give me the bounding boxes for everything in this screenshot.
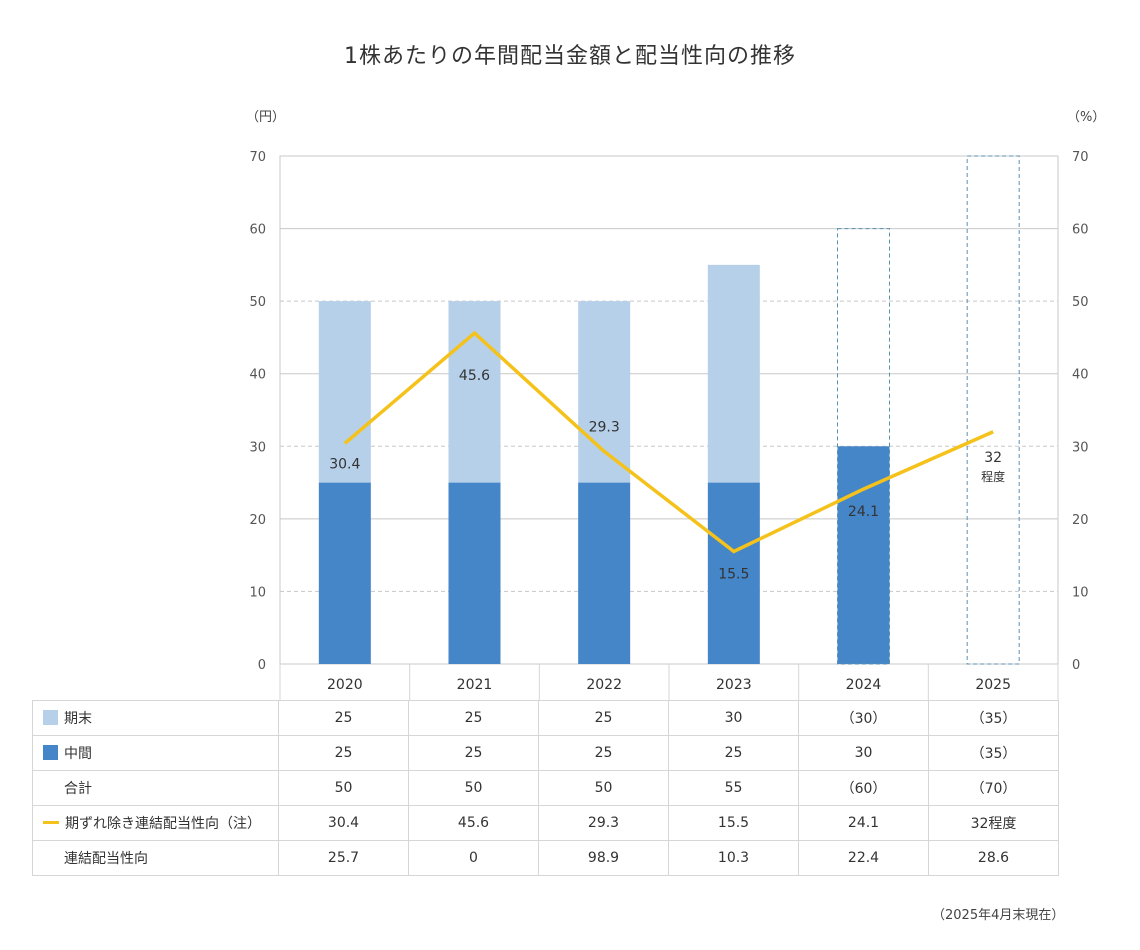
data-table: 期末 25 25 25 30 （30） （35） 中間 25 25 25 25 30 （35） 合計 50 50… xyxy=(32,700,1059,876)
table-cell: 10.3 xyxy=(668,840,799,876)
bar-interim-2022 xyxy=(578,482,631,664)
right-tick-30: 30 xyxy=(1072,440,1089,455)
legend-swatch-none xyxy=(43,780,58,795)
table-cell: 98.9 xyxy=(538,840,669,876)
table-cell: 55 xyxy=(668,770,799,806)
table-row: 中間 25 25 25 25 30 （35） xyxy=(32,735,1059,771)
table-cell: 25 xyxy=(538,700,669,736)
legend-swatch-dark xyxy=(43,745,58,760)
table-cell: 25.7 xyxy=(278,840,409,876)
row-label: 連結配当性向 xyxy=(64,851,148,867)
chart-title: 1株あたりの年間配当金額と配当性向の推移 xyxy=(344,44,796,69)
bar-interim-2024 xyxy=(837,446,890,664)
legend-swatch-line xyxy=(43,821,59,824)
right-tick-0: 0 xyxy=(1072,658,1080,673)
table-cell: 25 xyxy=(408,735,539,771)
table-cell: 28.6 xyxy=(928,840,1059,876)
bar-interim-2023 xyxy=(707,482,760,664)
table-cell: 30 xyxy=(798,735,929,771)
bar-interim-2020 xyxy=(318,482,371,664)
left-tick-40: 40 xyxy=(249,368,266,383)
row-label-cell: 期末 xyxy=(32,700,279,736)
x-label-2023: 2023 xyxy=(716,677,752,693)
row-label: 期末 xyxy=(64,711,92,727)
bar-forecast-2024 xyxy=(837,228,890,665)
bar-period-end-2020 xyxy=(318,301,371,483)
line-label-2024: 24.1 xyxy=(848,504,879,520)
table-cell: 30.4 xyxy=(278,805,409,841)
table-cell: 0 xyxy=(408,840,539,876)
plot-frame xyxy=(279,155,1059,665)
table-cell: 22.4 xyxy=(798,840,929,876)
row-label-cell: 期ずれ除き連結配当性向（注） xyxy=(32,805,279,841)
right-axis-unit: （%） xyxy=(1067,110,1106,125)
table-cell: 15.5 xyxy=(668,805,799,841)
bar-interim-2021 xyxy=(448,482,501,664)
right-tick-60: 60 xyxy=(1072,223,1089,238)
x-label-2021: 2021 xyxy=(457,677,493,693)
row-label: 合計 xyxy=(64,781,92,797)
table-row: 連結配当性向 25.7 0 98.9 10.3 22.4 28.6 xyxy=(32,840,1059,876)
table-cell: 45.6 xyxy=(408,805,539,841)
as-of-note: （2025年4月末現在） xyxy=(932,908,1065,923)
table-cell: 50 xyxy=(278,770,409,806)
right-tick-40: 40 xyxy=(1072,368,1089,383)
left-tick-30: 30 xyxy=(249,440,266,455)
table-cell: （70） xyxy=(928,770,1059,806)
bar-period-end-2022 xyxy=(578,301,631,483)
right-tick-50: 50 xyxy=(1072,295,1089,310)
left-tick-70: 70 xyxy=(249,150,266,165)
line-label-2021: 45.6 xyxy=(459,368,490,384)
x-label-2024: 2024 xyxy=(846,677,882,693)
row-label: 期ずれ除き連結配当性向（注） xyxy=(65,816,261,832)
payout-ratio-line xyxy=(343,330,994,554)
line-label-2022: 29.3 xyxy=(589,419,620,435)
x-label-2020: 2020 xyxy=(327,677,363,693)
table-cell: 50 xyxy=(408,770,539,806)
row-label: 中間 xyxy=(64,746,92,762)
left-axis-unit: （円） xyxy=(246,110,286,125)
right-tick-20: 20 xyxy=(1072,513,1089,528)
table-row: 期ずれ除き連結配当性向（注） 30.4 45.6 29.3 15.5 24.1 32程度 xyxy=(32,805,1059,841)
table-cell: 25 xyxy=(278,735,409,771)
legend-swatch-light xyxy=(43,710,58,725)
table-cell: 24.1 xyxy=(798,805,929,841)
table-cell: 29.3 xyxy=(538,805,669,841)
table-cell: （35） xyxy=(928,735,1059,771)
table-cell: 25 xyxy=(538,735,669,771)
table-cell: 25 xyxy=(668,735,799,771)
right-tick-10: 10 xyxy=(1072,585,1089,600)
line-label-2020: 30.4 xyxy=(329,456,360,472)
left-tick-10: 10 xyxy=(249,585,266,600)
table-cell: （35） xyxy=(928,700,1059,736)
row-label-cell: 合計 xyxy=(32,770,279,806)
table-cell: （60） xyxy=(798,770,929,806)
left-tick-20: 20 xyxy=(249,513,266,528)
row-label-cell: 中間 xyxy=(32,735,279,771)
line-label-2025: 32 xyxy=(984,450,1002,466)
table-cell: 32程度 xyxy=(928,805,1059,841)
bar-forecast-2025 xyxy=(966,155,1020,665)
line-label-2023: 15.5 xyxy=(718,567,749,583)
left-tick-0: 0 xyxy=(258,658,266,673)
table-cell: （30） xyxy=(798,700,929,736)
table-row: 期末 25 25 25 30 （30） （35） xyxy=(32,700,1059,736)
line-label-extra-2025: 程度 xyxy=(981,469,1005,484)
table-cell: 25 xyxy=(278,700,409,736)
right-tick-70: 70 xyxy=(1072,150,1089,165)
bar-period-end-2023 xyxy=(707,264,760,483)
table-cell: 25 xyxy=(408,700,539,736)
bar-period-end-2021 xyxy=(448,301,501,483)
row-label-cell: 連結配当性向 xyxy=(32,840,279,876)
table-cell: 50 xyxy=(538,770,669,806)
x-label-2025: 2025 xyxy=(975,677,1011,693)
legend-swatch-none xyxy=(43,850,58,865)
table-row: 合計 50 50 50 55 （60） （70） xyxy=(32,770,1059,806)
left-tick-50: 50 xyxy=(249,295,266,310)
left-tick-60: 60 xyxy=(249,223,266,238)
table-cell: 30 xyxy=(668,700,799,736)
x-label-2022: 2022 xyxy=(586,677,622,693)
